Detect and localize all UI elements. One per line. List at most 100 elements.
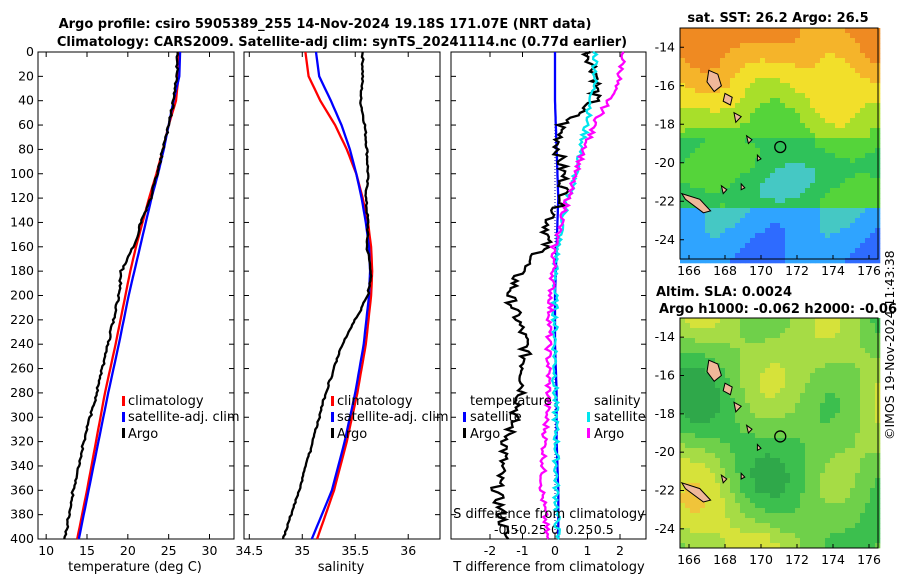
map-cell [785,373,791,379]
map-cell [850,193,856,199]
map-cell [740,218,746,224]
map-cell [785,418,791,424]
y-tick-label: 400 [10,531,34,546]
map-cell [835,523,841,529]
map-cell [865,28,871,34]
map-cell [725,123,731,129]
map-cell [800,193,806,199]
map-cell [820,458,826,464]
map-cell [805,453,811,459]
map-cell [870,258,876,264]
map-cell [770,258,776,264]
map-cell [750,43,756,49]
map-cell [855,68,861,74]
legend-swatch-satellite [122,412,125,422]
map-cell [775,508,781,514]
map-cell [755,353,761,359]
map-cell [700,468,706,474]
y-tick-label: 160 [10,239,34,254]
map-cell [775,363,781,369]
map-cell [800,248,806,254]
map-cell [850,358,856,364]
map-cell [830,498,836,504]
map-cell [795,98,801,104]
map-cell [830,88,836,94]
map-cell [755,508,761,514]
map-cell [780,473,786,479]
map-cell [720,153,726,159]
map-cell [760,503,766,509]
map-cell [795,448,801,454]
map-cell [745,338,751,344]
map-cell [770,538,776,544]
map-cell [800,533,806,539]
map-cell [760,98,766,104]
map-cell [710,518,716,524]
map-cell [840,218,846,224]
map-cell [770,393,776,399]
map-cell [765,63,771,69]
map-cell [710,468,716,474]
map-cell [850,43,856,49]
map-cell [795,63,801,69]
map-cell [865,258,871,264]
map-cell [740,468,746,474]
map-cell [820,158,826,164]
map-cell [700,488,706,494]
map-cell [685,93,691,99]
map-cell [680,108,686,114]
map-cell [780,348,786,354]
map-cell [715,118,721,124]
map-cell [865,58,871,64]
map-cell [690,543,696,549]
map-cell [720,398,726,404]
map-cell [850,448,856,454]
map-cell [775,503,781,509]
map-cell [850,368,856,374]
map-cell [785,253,791,259]
map-cell [750,83,756,89]
map-cell [835,243,841,249]
map-cell [835,148,841,154]
map-cell [845,78,851,84]
map-cell [835,158,841,164]
map-cell [725,468,731,474]
map-cell [710,413,716,419]
map-cell [735,508,741,514]
map-cell [840,108,846,114]
map-cell [850,98,856,104]
map-cell [695,108,701,114]
map-cell [700,133,706,139]
map-cell [705,408,711,414]
map-cell [750,108,756,114]
map-cell [800,238,806,244]
map-cell [690,123,696,129]
map-cell [690,473,696,479]
map-cell [805,498,811,504]
map-cell [695,53,701,59]
map-cell [870,363,876,369]
map-cell [760,493,766,499]
map-cell [705,118,711,124]
map-cell [840,398,846,404]
map-cell [800,218,806,224]
x-tick-label: 172 [785,263,809,278]
map-cell [755,333,761,339]
map-cell [715,333,721,339]
map-cell [690,153,696,159]
map-cell [800,128,806,134]
map-cell [835,318,841,324]
map-cell [690,163,696,169]
x-tick-label: 34.5 [235,543,263,558]
map-cell [715,193,721,199]
map-cell [760,398,766,404]
map-cell [795,383,801,389]
map-cell [710,503,716,509]
map-cell [705,253,711,259]
map-cell [760,388,766,394]
map-cell [775,123,781,129]
map-cell [845,123,851,129]
map-cell [790,163,796,169]
map-cell [855,133,861,139]
map-cell [820,523,826,529]
